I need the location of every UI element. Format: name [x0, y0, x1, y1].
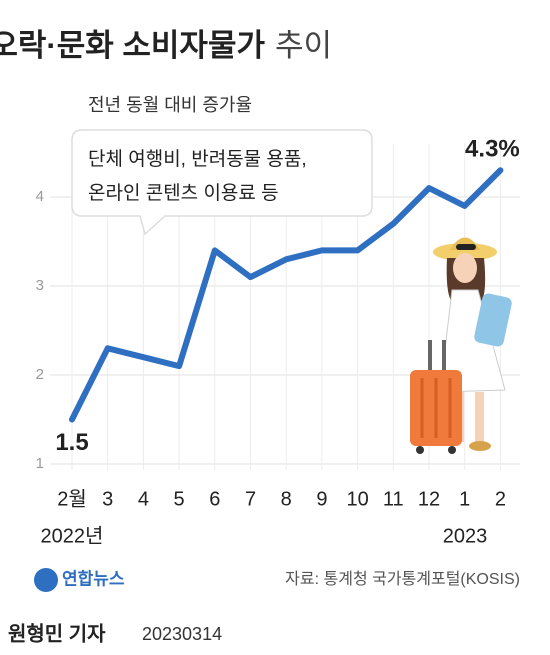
year-label: 2023 — [443, 525, 488, 547]
year-label: 2022년 — [41, 524, 104, 547]
y-tick-label: 1 — [36, 455, 44, 472]
suitcase-handle — [428, 340, 432, 372]
y-tick-label: 2 — [36, 366, 44, 383]
face — [453, 253, 477, 283]
leg — [475, 392, 484, 442]
x-tick-label: 11 — [383, 488, 404, 510]
wheel — [416, 446, 424, 454]
x-tick-label: 3 — [102, 488, 113, 510]
x-tick-label: 2월 — [57, 487, 87, 510]
sunglasses — [456, 244, 476, 250]
logo-mark — [34, 568, 58, 592]
y-tick-label: 4 — [36, 188, 44, 205]
x-tick-label: 10 — [346, 488, 368, 510]
x-tick-label: 5 — [174, 488, 185, 510]
reporter: 원형민 기자 — [8, 622, 106, 645]
annotation: 온라인 콘텐츠 이용료 등 — [88, 182, 279, 204]
x-tick-label: 4 — [138, 488, 149, 510]
source: 자료: 통계청 국가통계포털(KOSIS) — [285, 570, 520, 588]
bag — [474, 293, 512, 347]
wheel — [448, 446, 456, 454]
annotation: 단체 여행비, 반려동물 용품, — [88, 148, 307, 170]
callout-box — [71, 129, 373, 236]
x-tick-label: 9 — [316, 488, 327, 510]
chart-title: 오락·문화 소비자물가 — [0, 28, 265, 63]
x-tick-label: 12 — [418, 488, 440, 510]
callout: 단체 여행비, 반려동물 용품, 온라인 콘텐츠 이용료 등 — [71, 129, 373, 236]
illustration — [410, 237, 512, 454]
x-tick-label: 7 — [245, 488, 256, 510]
hat-brim — [433, 243, 497, 261]
date: 20230314 — [142, 624, 222, 644]
value-label: 4.3% — [465, 136, 520, 163]
x-tick-label: 8 — [281, 488, 292, 510]
logo: 연합뉴스 — [62, 568, 125, 588]
chart-title-suffix: 추이 — [275, 28, 332, 63]
x-tick-label: 1 — [459, 488, 470, 510]
y-tick-label: 3 — [36, 277, 44, 294]
x-tick-label: 2 — [495, 488, 506, 510]
suitcase-handle — [442, 340, 446, 372]
x-tick-label: 6 — [209, 488, 220, 510]
line — [69, 167, 504, 423]
shoe — [469, 441, 491, 451]
value-label: 1.5 — [55, 429, 88, 456]
subtitle: 전년 동월 대비 증가율 — [88, 95, 252, 115]
